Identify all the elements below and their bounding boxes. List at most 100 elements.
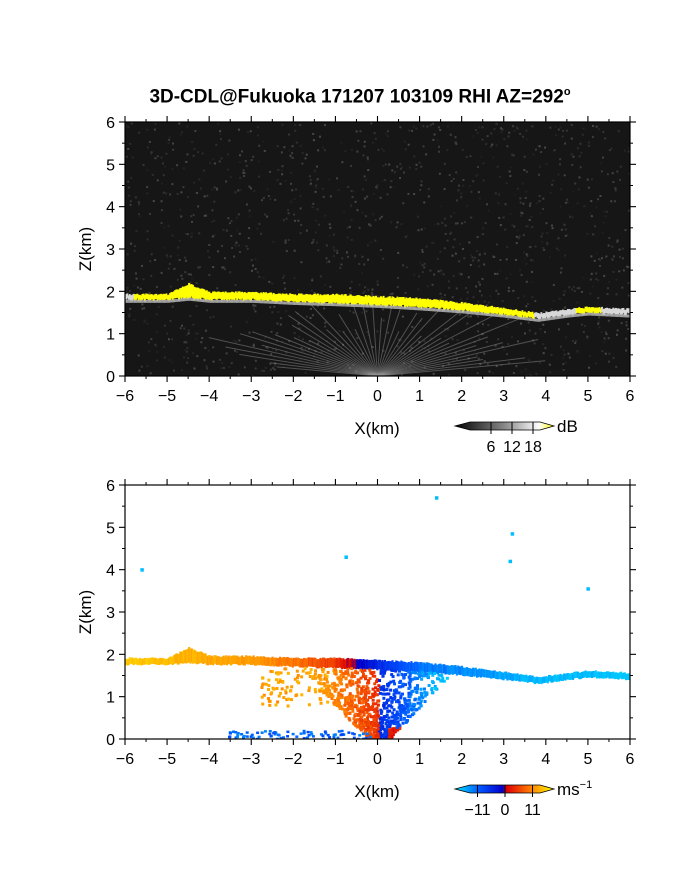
- layer-edge: [208, 299, 211, 303]
- velocity-scatter-cell: [300, 693, 304, 697]
- velocity-layer-cell: [300, 658, 303, 668]
- reflectivity-colorbar: 6 12 18 dB: [453, 417, 578, 456]
- noise-pixel: [426, 125, 429, 128]
- velocity-plume-cell: [395, 726, 399, 730]
- velocity-layer-cell: [262, 656, 265, 665]
- layer-edge: [521, 316, 524, 320]
- layer-edge: [305, 302, 308, 306]
- noise-pixel: [133, 245, 136, 248]
- noise-pixel: [235, 216, 238, 219]
- layer-edge: [276, 301, 279, 305]
- layer-segment: [598, 307, 601, 312]
- layer-edge: [398, 306, 401, 310]
- noise-pixel: [348, 309, 351, 312]
- layer-edge: [478, 312, 481, 316]
- noise-pixel: [269, 198, 272, 201]
- layer-segment: [407, 297, 410, 306]
- noise-pixel: [607, 244, 610, 247]
- layer-edge: [592, 312, 595, 316]
- noise-pixel: [222, 228, 225, 231]
- clutter-ray: [377, 304, 482, 376]
- clutter-ray: [377, 356, 478, 376]
- velocity-plume-cell: [380, 722, 384, 726]
- velocity-plume-cell: [362, 699, 366, 703]
- layer-segment: [372, 295, 375, 305]
- layer-segment: [347, 295, 350, 306]
- velocity-ground-cell: [336, 736, 340, 739]
- layer-segment: [352, 295, 355, 305]
- noise-pixel: [415, 127, 418, 130]
- layer-segment: [194, 287, 197, 300]
- noise-pixel: [204, 329, 207, 332]
- noise-pixel: [319, 275, 322, 278]
- layer-edge: [506, 314, 509, 318]
- layer-edge: [301, 302, 304, 306]
- layer-edge: [603, 313, 606, 317]
- velocity-plume-cell: [367, 735, 371, 739]
- noise-pixel: [563, 174, 566, 177]
- layer-edge: [547, 317, 550, 321]
- noise-pixel: [559, 271, 562, 274]
- velocity-scatter-cell: [274, 703, 278, 707]
- layer-edge: [343, 303, 346, 307]
- velocity-layer-cell: [501, 672, 504, 680]
- noise-pixel: [311, 279, 314, 282]
- layer-segment: [489, 306, 492, 313]
- layer-edge: [446, 309, 449, 313]
- noise-pixel: [213, 234, 216, 237]
- noise-pixel: [203, 195, 206, 198]
- noise-pixel: [597, 320, 600, 323]
- noise-pixel: [528, 246, 531, 249]
- noise-pixel: [248, 331, 251, 334]
- velocity-plume-cell: [408, 702, 412, 706]
- velocity-plume-cell: [356, 694, 360, 698]
- noise-pixel: [341, 257, 344, 260]
- noise-pixel: [539, 361, 542, 364]
- reflectivity-colorbar-unit: dB: [557, 417, 578, 436]
- noise-pixel: [611, 258, 614, 261]
- noise-pixel: [622, 269, 625, 272]
- layer-segment: [435, 299, 438, 308]
- noise-pixel: [571, 339, 574, 342]
- velocity-layer-cell: [402, 661, 405, 672]
- noise-pixel: [487, 301, 490, 304]
- layer-edge: [361, 304, 364, 308]
- velocity-plume-cell: [402, 675, 406, 679]
- noise-pixel: [266, 346, 269, 349]
- noise-pixel: [534, 148, 537, 151]
- velocity-layer-cell: [510, 673, 513, 681]
- noise-pixel: [531, 296, 534, 299]
- layer-segment: [266, 293, 269, 302]
- velocity-scatter-cell: [267, 684, 271, 688]
- noise-pixel: [181, 324, 184, 327]
- velocity-layer-cell: [552, 675, 556, 682]
- noise-pixel: [163, 356, 166, 359]
- noise-pixel: [148, 349, 151, 352]
- velocity-plume-cell: [342, 672, 346, 676]
- noise-pixel: [463, 221, 466, 224]
- velocity-plume-cell: [382, 715, 386, 719]
- noise-pixel: [338, 330, 341, 333]
- velocity-layer-cell: [186, 648, 190, 664]
- noise-pixel: [511, 153, 514, 156]
- layer-edge: [203, 299, 206, 303]
- layer-edge: [463, 310, 466, 314]
- noise-pixel: [597, 297, 600, 300]
- layer-segment: [175, 289, 178, 298]
- layer-edge: [292, 301, 295, 305]
- velocity-scatter-cell: [295, 680, 299, 684]
- layer-segment: [147, 294, 150, 301]
- layer-edge: [412, 307, 415, 311]
- velocity-layer-cell: [229, 656, 232, 666]
- velocity-plume-cell: [327, 688, 331, 692]
- noise-pixel: [125, 125, 128, 128]
- velocity-layer-cell: [385, 661, 388, 671]
- velocity-plume-cell: [317, 673, 321, 677]
- noise-pixel: [193, 181, 196, 184]
- noise-pixel: [531, 125, 534, 128]
- noise-pixel: [312, 241, 315, 244]
- velocity-plume-cell: [397, 669, 401, 673]
- velocity-layer-cell: [176, 654, 179, 665]
- noise-pixel: [501, 128, 504, 131]
- layer-edge: [125, 299, 127, 303]
